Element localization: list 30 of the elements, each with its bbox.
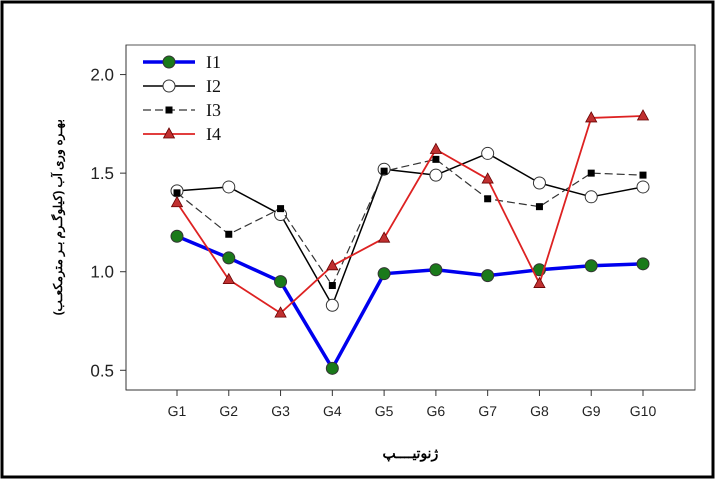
x-tick-label: G9 xyxy=(582,403,601,419)
x-axis-title: ژنوتیــــپ xyxy=(382,445,438,462)
legend-label: I1 xyxy=(206,52,221,72)
point xyxy=(171,196,183,208)
point xyxy=(378,232,390,243)
point xyxy=(534,277,546,288)
x-tick-label: G6 xyxy=(426,403,446,419)
point xyxy=(637,110,649,120)
y-tick-label: 0.5 xyxy=(90,361,114,380)
point xyxy=(274,306,286,318)
point xyxy=(482,172,494,184)
point xyxy=(585,112,598,122)
y-tick-label: 1.5 xyxy=(90,164,114,184)
x-tick-label: G7 xyxy=(478,403,498,419)
x-tick-label: G8 xyxy=(530,403,549,419)
y-tick-label: 2.0 xyxy=(90,66,114,85)
x-tick-label: G4 xyxy=(322,403,342,419)
x-tick-label: G1 xyxy=(168,403,187,419)
y-tick-label: 1.0 xyxy=(90,262,114,282)
x-tick-label: G3 xyxy=(271,403,290,419)
legend-label: I4 xyxy=(206,124,221,144)
x-tick-label: G2 xyxy=(219,403,238,419)
x-tick-label: G10 xyxy=(630,403,656,419)
legend-label: I2 xyxy=(206,76,221,96)
x-tick-label: G5 xyxy=(374,403,394,419)
point xyxy=(222,273,235,284)
point xyxy=(326,259,338,270)
legend-label: I3 xyxy=(206,100,221,120)
y-axis-title: بهـره وری آب (کیلوگـرم بـر مترمکعـب) xyxy=(49,120,66,316)
point xyxy=(430,143,442,154)
